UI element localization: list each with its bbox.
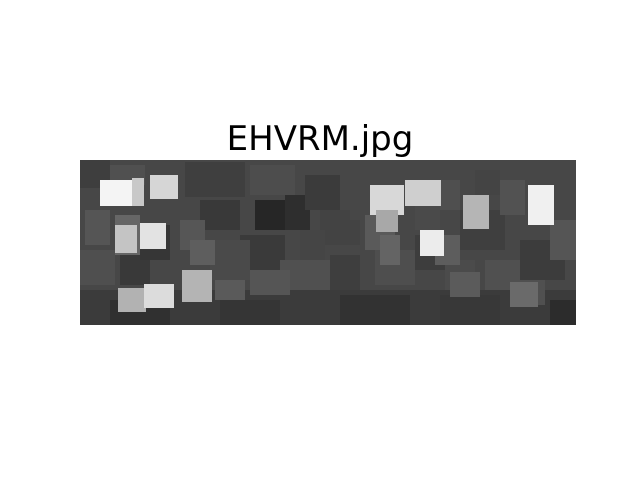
image-area — [80, 160, 576, 325]
grayscale-image — [80, 160, 576, 325]
bright-patches — [100, 175, 554, 312]
figure-title: EHVRM.jpg — [226, 119, 414, 159]
